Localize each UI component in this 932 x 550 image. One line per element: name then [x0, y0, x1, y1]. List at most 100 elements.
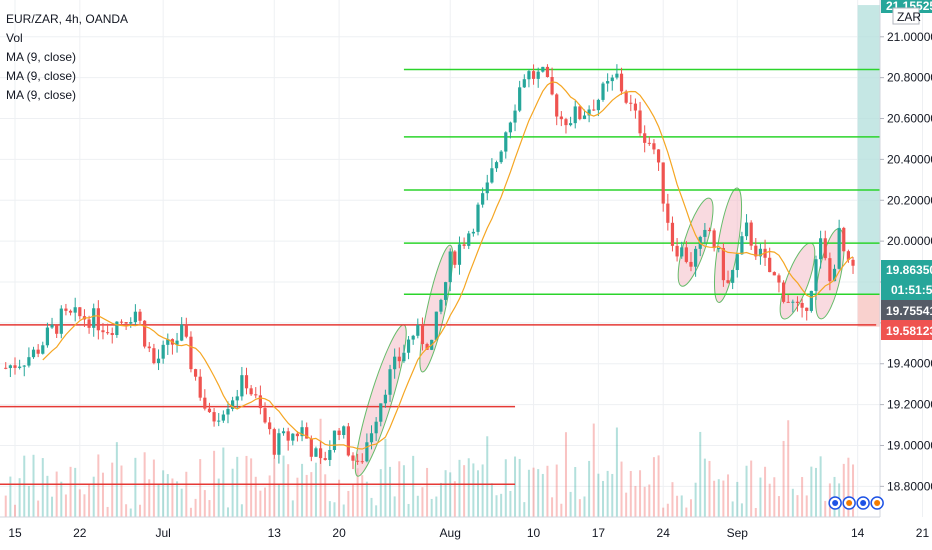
candle-body [504, 132, 508, 152]
candle-body [356, 460, 360, 462]
candle-body [666, 203, 670, 223]
x-tick-label: 21 [916, 526, 930, 540]
volume-bar [157, 483, 160, 517]
volume-bar [680, 495, 683, 517]
time-axis[interactable]: 15 22 Jul 13 20 Aug 10 17 24 Sep 14 21 [0, 516, 930, 540]
candle-body [656, 149, 661, 163]
volume-bar [277, 484, 280, 517]
candle-body [707, 229, 712, 231]
candle-body [513, 110, 517, 123]
events-markers[interactable] [828, 496, 884, 510]
volume-bar [578, 499, 581, 517]
x-tick-label: 14 [851, 526, 865, 540]
volume-bar [551, 497, 554, 517]
candle-body [781, 282, 786, 302]
legend-ma-3[interactable]: MA (9, close) [6, 88, 77, 102]
volume-bar [120, 465, 123, 517]
volume-bar [148, 479, 151, 517]
volume-bar [78, 489, 81, 517]
candle-body [476, 204, 480, 232]
horizontal-levels[interactable] [0, 68, 880, 486]
legend-symbol[interactable]: EUR/ZAR, 4h, OANDA [6, 12, 129, 26]
candle-body [64, 308, 68, 311]
volume-bar [787, 420, 790, 517]
volume-bar [754, 507, 757, 517]
candle-body [828, 258, 832, 282]
volume-bar [259, 490, 262, 517]
candle-body [305, 427, 309, 439]
candle-body [846, 251, 850, 260]
candle-body [161, 344, 165, 359]
candle-body [842, 227, 846, 252]
candle-body [564, 119, 568, 126]
y-tick-label: 20.20000 [887, 193, 932, 207]
volume-bar [356, 468, 359, 517]
candle-body [45, 327, 50, 346]
candle-body [175, 340, 179, 345]
candle-body [383, 394, 387, 404]
candle-body [518, 87, 522, 111]
candle-body [582, 115, 587, 120]
candle-body [300, 427, 304, 437]
volume-bar [14, 504, 16, 517]
event-marker-dot [832, 500, 839, 506]
volume-bar [342, 504, 345, 517]
candle-body [457, 244, 462, 265]
volume-bar [740, 503, 743, 517]
volume-bar [782, 440, 785, 517]
candle-body [286, 431, 290, 441]
candle-body [758, 248, 763, 257]
legend-ma-1[interactable]: MA (9, close) [6, 50, 77, 64]
chart-grid [0, 0, 923, 517]
x-tick-label: 24 [657, 526, 671, 540]
candle-body [606, 81, 610, 84]
volume-bar [208, 500, 211, 517]
candle-body [490, 168, 494, 183]
candle-body [694, 248, 698, 267]
volume-bar [518, 458, 521, 517]
volume-bar [713, 480, 716, 517]
volume-bar [203, 490, 206, 517]
candle-body [351, 455, 355, 461]
x-tick-label: Aug [440, 526, 461, 540]
y-tick-label: 19.40000 [887, 357, 932, 371]
legend-volume[interactable]: Vol [6, 31, 23, 45]
candle-body [124, 322, 128, 324]
x-tick-label: 13 [268, 526, 282, 540]
volume-bar [796, 495, 799, 517]
candle-body [41, 345, 45, 354]
currency-badge[interactable] [892, 7, 920, 25]
position-zones[interactable] [857, 5, 880, 327]
candle-body [374, 421, 378, 434]
volume-bar [4, 495, 7, 517]
volume-bar [92, 476, 95, 517]
candle-body [643, 133, 647, 143]
legend-ma-2[interactable]: MA (9, close) [6, 69, 77, 83]
price-tag-current [881, 260, 932, 280]
candle-body [809, 290, 813, 311]
candle-body [536, 71, 540, 79]
volume-bar [180, 488, 183, 517]
candle-body [203, 397, 207, 409]
price-axis[interactable]: 21.00000 20.80000 20.60000 20.40000 20.20000… [879, 0, 932, 517]
volume-bar [361, 475, 364, 517]
candle-body [393, 356, 397, 370]
volume-bar [231, 468, 234, 517]
volume-bar [240, 504, 243, 517]
volume-bar [55, 471, 58, 517]
volume-bar [222, 447, 225, 517]
candle-body [610, 77, 614, 82]
volume-bar [708, 460, 711, 517]
candle-body [559, 116, 563, 120]
candle-body [735, 254, 739, 271]
volume-bar [615, 427, 618, 517]
volume-bar [560, 503, 563, 517]
volume-bar [314, 462, 317, 517]
volume-bar [523, 502, 526, 517]
candle-body [814, 259, 818, 291]
volume-bar [842, 463, 845, 517]
volume-bar [764, 466, 767, 517]
volume-bar [83, 494, 86, 517]
volume-bar [74, 467, 77, 517]
